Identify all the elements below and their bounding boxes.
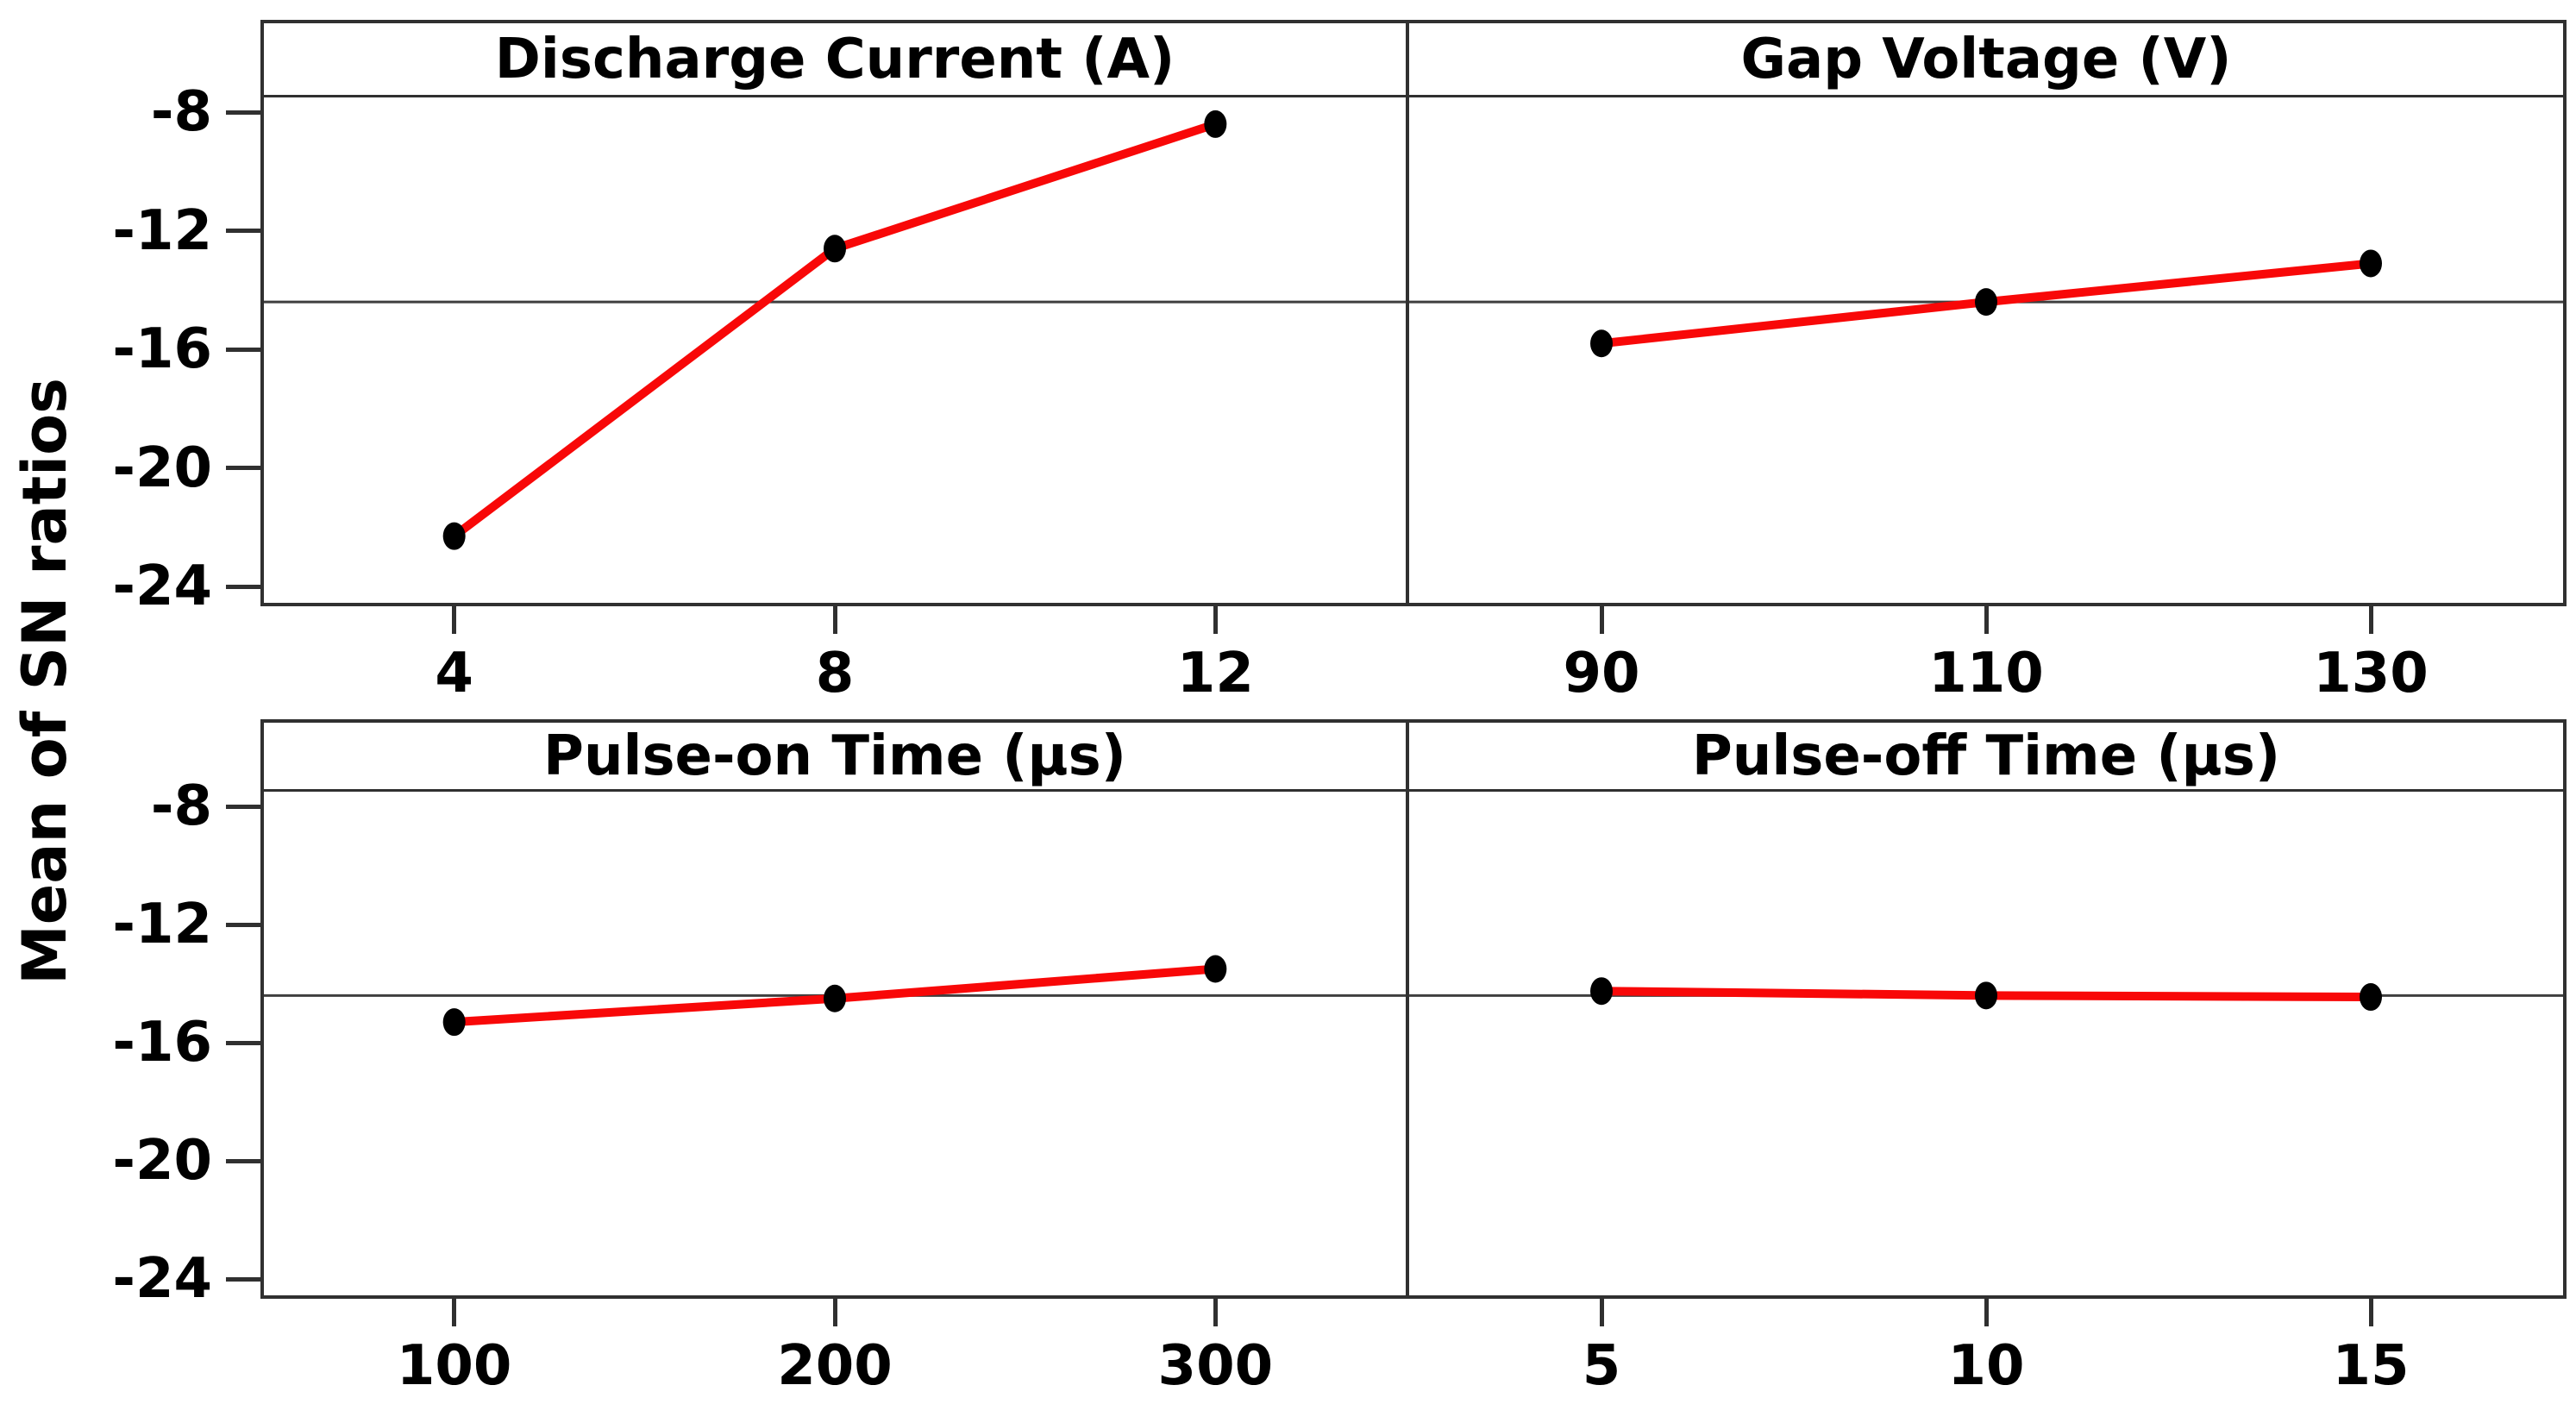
x-tick-label: 90 (1563, 642, 1640, 705)
y-tick-mark (226, 229, 260, 234)
x-tick-label: 12 (1176, 642, 1254, 705)
x-tick-mark (2368, 1299, 2373, 1326)
y-tick-mark (226, 1040, 260, 1045)
y-tick-mark (226, 1276, 260, 1282)
y-tick-label: -8 (150, 80, 212, 145)
x-tick-mark (832, 606, 837, 634)
plot-canvas (1409, 249, 2563, 358)
x-tick-mark (1599, 606, 1604, 634)
panel-gap-voltage: Gap Voltage (V) (1409, 20, 2567, 606)
x-tick-mark (1213, 606, 1218, 634)
panel-discharge-current: Discharge Current (A) (260, 20, 1409, 606)
data-point-marker (824, 984, 846, 1012)
x-tick-label: 200 (777, 1334, 893, 1398)
y-tick-label: -24 (112, 555, 212, 619)
y-tick-mark (226, 466, 260, 471)
plot-area-pulse-off-time (1409, 792, 2563, 1295)
y-tick-label: -16 (112, 317, 212, 382)
plot-area-pulse-on-time (264, 792, 1406, 1295)
data-point-marker (1975, 981, 1997, 1010)
effect-line (451, 120, 1217, 540)
x-tick-mark (1984, 1299, 1989, 1326)
x-tick-label: 100 (396, 1334, 512, 1398)
data-point-marker (1590, 977, 1613, 1006)
panel-title-pulse-off-time: Pulse-off Time (µs) (1409, 723, 2563, 792)
data-point-marker (1975, 288, 1997, 317)
data-point-marker (2360, 983, 2382, 1012)
y-tick-mark (226, 584, 260, 589)
y-tick-label: -8 (150, 774, 212, 839)
x-tick-label: 300 (1157, 1334, 1274, 1398)
plot-canvas (264, 955, 1406, 1037)
x-tick-mark (452, 1299, 457, 1326)
x-tick-mark (1599, 1299, 1604, 1326)
y-tick-label: -16 (112, 1011, 212, 1075)
x-tick-mark (1213, 1299, 1218, 1326)
data-point-marker (442, 522, 466, 550)
plot-area-discharge-current (264, 97, 1406, 603)
x-tick-label: 4 (435, 642, 473, 705)
y-tick-mark (226, 804, 260, 809)
data-point-marker (1590, 329, 1613, 358)
x-tick-mark (2368, 606, 2373, 634)
y-tick-label: -24 (112, 1247, 212, 1312)
y-tick-label: -20 (112, 1129, 212, 1194)
y-tick-label: -12 (112, 893, 212, 957)
x-tick-mark (452, 606, 457, 634)
x-tick-label: 10 (1947, 1334, 2025, 1398)
y-tick-mark (226, 1158, 260, 1163)
y-tick-mark (226, 347, 260, 352)
x-tick-label: 15 (2332, 1334, 2410, 1398)
panel-pulse-on-time: Pulse-on Time (µs) (260, 719, 1409, 1299)
panel-title-gap-voltage: Gap Voltage (V) (1409, 23, 2563, 97)
y-tick-label: -20 (112, 436, 212, 500)
data-point-marker (1204, 955, 1227, 983)
x-tick-label: 110 (1928, 642, 2044, 705)
panel-title-pulse-on-time: Pulse-on Time (µs) (264, 723, 1406, 792)
y-tick-mark (226, 110, 260, 115)
y-tick-label: -12 (112, 198, 212, 263)
panel-pulse-off-time: Pulse-off Time (µs) (1409, 719, 2567, 1299)
x-tick-mark (1984, 606, 1989, 634)
data-point-marker (1204, 110, 1227, 138)
data-point-marker (824, 235, 846, 263)
plot-canvas (264, 110, 1406, 550)
x-tick-label: 130 (2313, 642, 2429, 705)
plot-area-gap-voltage (1409, 97, 2563, 603)
panel-title-discharge-current: Discharge Current (A) (264, 23, 1406, 97)
data-point-marker (2360, 249, 2382, 278)
y-tick-mark (226, 922, 260, 927)
plot-canvas (1409, 977, 2563, 1012)
x-tick-mark (832, 1299, 837, 1326)
x-tick-label: 8 (815, 642, 855, 705)
data-point-marker (442, 1008, 466, 1037)
x-tick-label: 5 (1582, 1334, 1621, 1398)
